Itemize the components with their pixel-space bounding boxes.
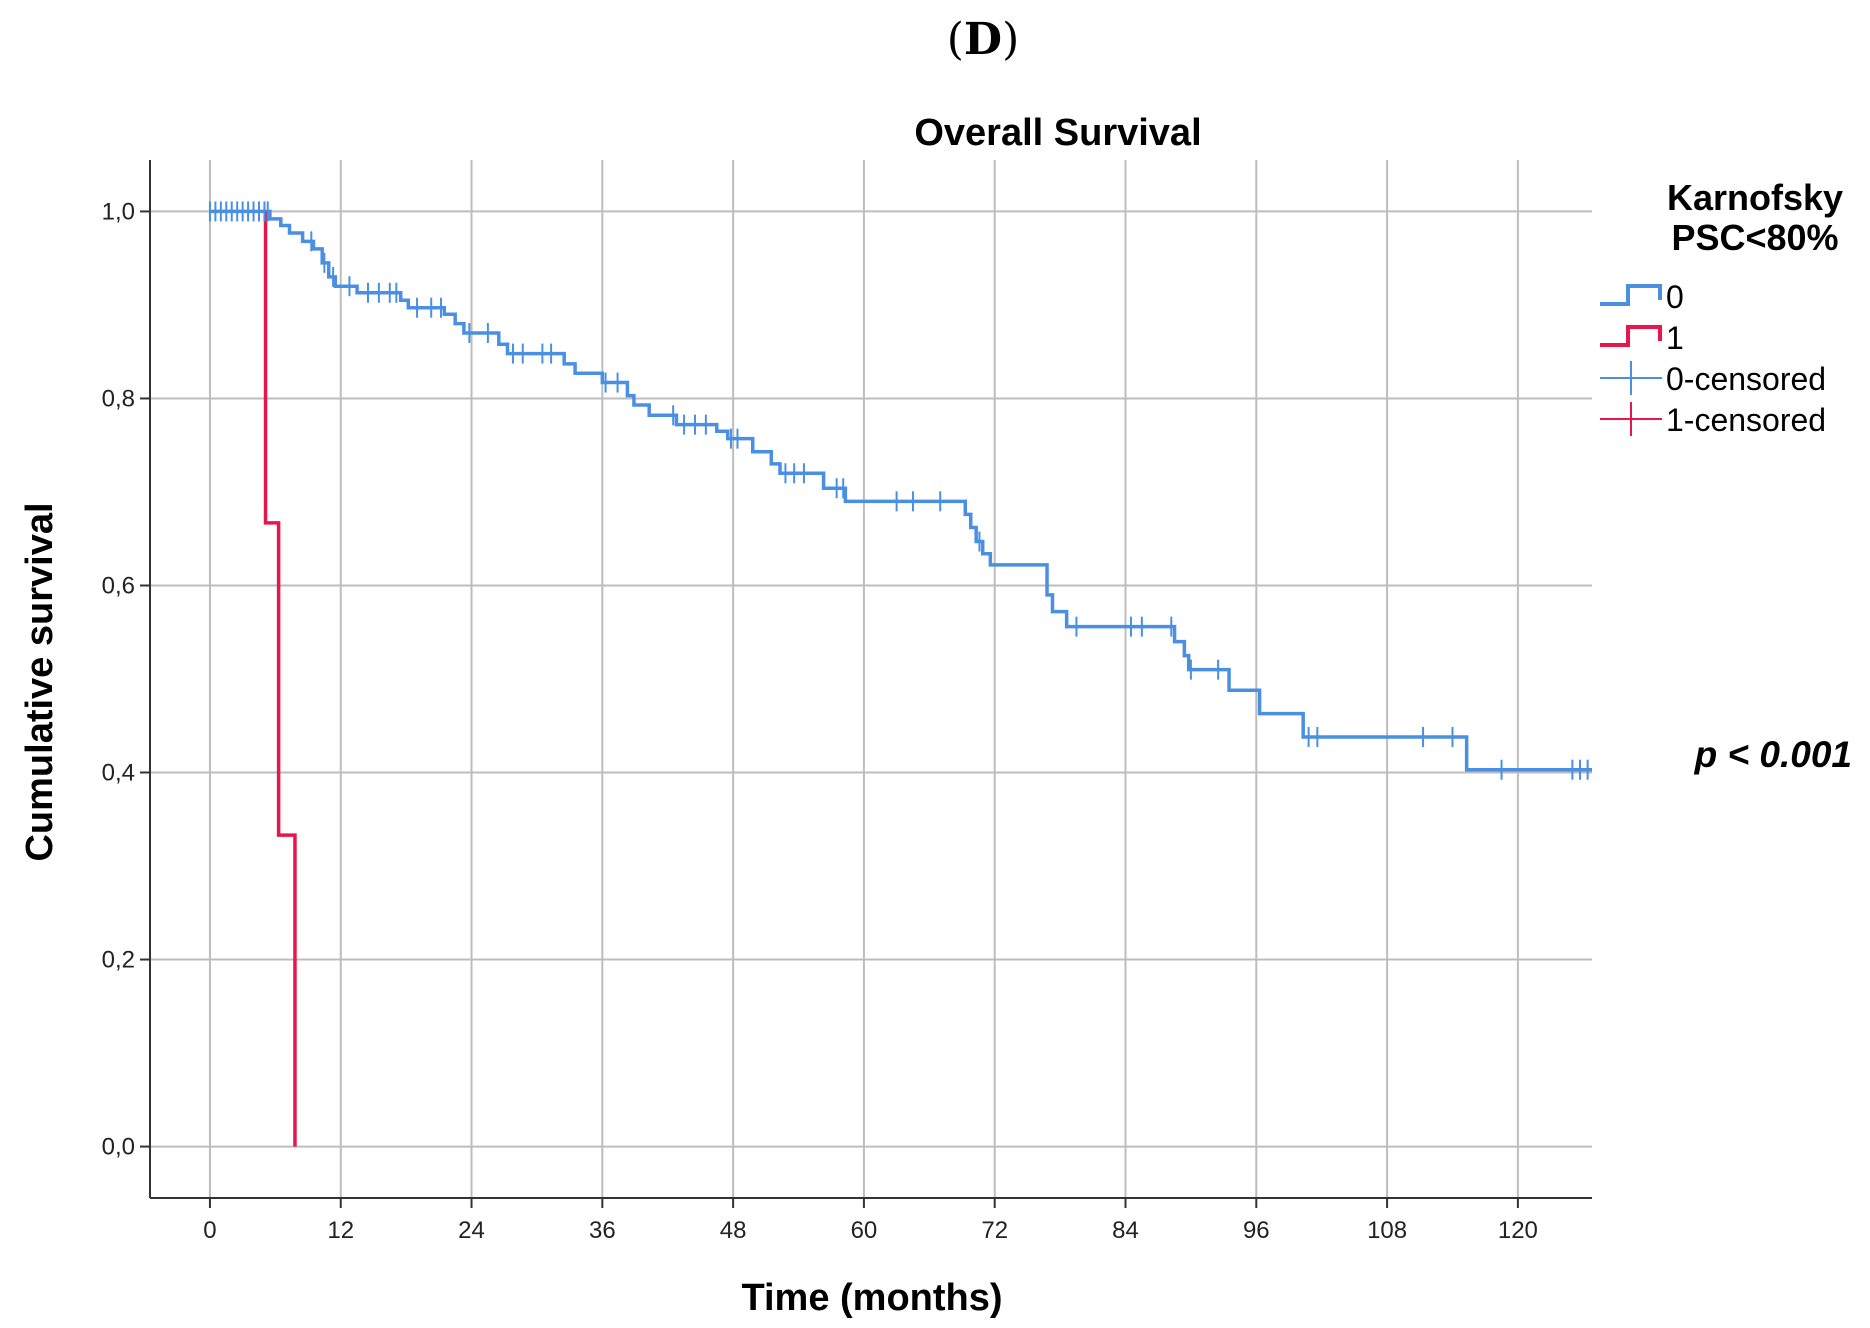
x-tick-label: 84 [1112,1217,1139,1244]
legend-swatch-0 [1600,284,1662,306]
legend-label: 1-censored [1666,402,1826,438]
legend-title: Karnofsky [1667,177,1843,218]
panel-label-open: ( [946,14,964,65]
legend-label: 0 [1666,279,1684,315]
panel-label-letter: D [963,14,1003,65]
panel-label: (D) [0,14,1870,65]
axes-layer: 0 12 24 36 48 60 72 84 96 108 120 0,0 0,2 0,4 0,6 0,8 1,… [102,160,1592,1244]
x-tick-label: 0 [203,1217,216,1244]
legend-label: 1 [1666,320,1684,356]
y-tick-label: 0,2 [102,947,135,974]
legend-swatch-1 [1600,325,1662,347]
series-layer [208,201,1592,1147]
y-tick-label: 0,0 [102,1134,135,1161]
survival-curve-1 [263,211,297,1147]
y-tick-label: 0,6 [102,572,135,599]
survival-curve-0 [209,209,1592,772]
legend-label: 0-censored [1666,361,1826,397]
p-value-annotation: p < 0.001 [1694,734,1852,775]
y-axis-label: Cumulative survival [19,502,61,861]
x-tick-label: 60 [851,1217,878,1244]
x-tick-label: 48 [720,1217,747,1244]
x-tick-label: 12 [327,1217,354,1244]
x-tick-label: 24 [458,1217,485,1244]
y-tick-label: 0,4 [102,760,135,787]
grid-layer [150,160,1592,1198]
chart-title: Overall Survival [914,112,1201,154]
x-tick-label: 120 [1498,1217,1538,1244]
legend-title: PSC<80% [1671,217,1838,258]
y-tick-label: 0,8 [102,385,135,412]
panel-label-close: ) [1002,14,1020,65]
x-axis-label: Time (months) [741,1277,1002,1319]
x-tick-label: 96 [1243,1217,1270,1244]
y-tick-label: 1,0 [102,198,135,225]
x-tick-label: 72 [981,1217,1008,1244]
x-tick-label: 108 [1367,1217,1407,1244]
x-tick-label: 36 [589,1217,616,1244]
